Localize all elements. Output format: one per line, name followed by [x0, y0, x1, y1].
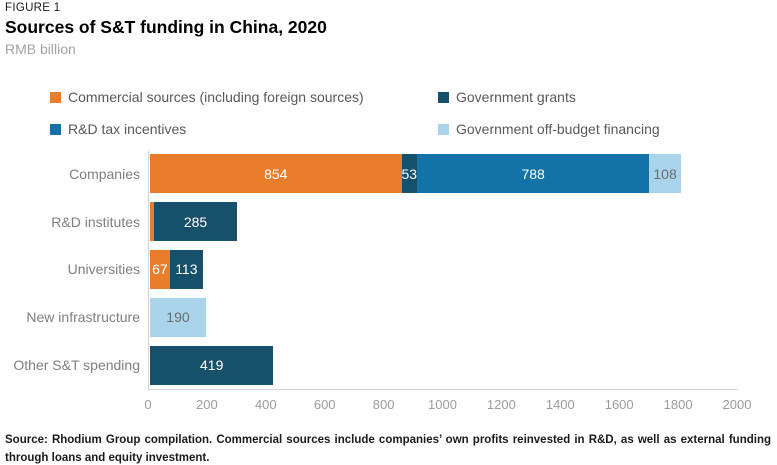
x-tick-label: 1200: [486, 397, 516, 412]
legend-item: Government off-budget financing: [438, 120, 660, 138]
x-tick-label: 1000: [428, 397, 457, 412]
chart-row: Companies 854 53 788 108: [0, 150, 739, 198]
legend-item-label: Commercial sources (including foreign so…: [68, 89, 364, 105]
x-tick-label: 2000: [722, 397, 752, 412]
bar-segment: 108: [649, 154, 681, 194]
chart-header: FIGURE 1 Sources of S&T funding in China…: [5, 2, 327, 57]
category-label: R&D institutes: [51, 213, 140, 230]
bar-segment: 788: [417, 154, 650, 194]
plot-area: [148, 150, 738, 390]
bar-track: 285: [150, 202, 739, 242]
legend-swatch-icon: [50, 91, 61, 103]
legend-item-label: Government grants: [456, 89, 576, 105]
bar-segment: 53: [401, 154, 418, 194]
legend-item: Commercial sources (including foreign so…: [50, 88, 438, 106]
x-tick-label: 400: [254, 397, 277, 412]
x-axis: 0 200 400 600 800 1000 1200 1400 1600 1800 2000: [144, 397, 751, 413]
bar-rows: Companies 854 53 788 108 R&D institutes 285 Uni…: [0, 150, 739, 389]
bar-track: 419: [150, 345, 739, 385]
legend-item-label: R&D tax incentives: [68, 121, 187, 137]
legend-swatch-icon: [438, 91, 449, 103]
bar-segment: 854: [150, 154, 402, 194]
bar-track: 67 113: [150, 249, 739, 289]
x-tick-label: 1400: [545, 397, 575, 412]
x-tick-label: 0: [144, 397, 152, 412]
chart-row: Other S&T spending 419: [0, 341, 739, 389]
x-tick-label: 600: [313, 397, 336, 412]
bar-segment: 113: [169, 249, 203, 289]
category-label: New infrastructure: [26, 309, 140, 326]
bar-segment: 67: [150, 249, 170, 289]
bar-track: 854 53 788 108: [150, 154, 739, 194]
legend-item: R&D tax incentives: [50, 120, 438, 138]
legend-item-label: Government off-budget financing: [456, 121, 660, 137]
legend-swatch-icon: [50, 123, 61, 135]
x-tick-label: 800: [372, 397, 395, 412]
legend: Commercial sources (including foreign so…: [50, 88, 660, 138]
chart-row: R&D institutes 285: [0, 198, 739, 246]
chart-title: Sources of S&T funding in China, 2020: [5, 17, 327, 37]
category-label: Other S&T spending: [13, 357, 140, 374]
chart-row: Universities 67 113: [0, 246, 739, 294]
bar-segment: [150, 202, 154, 242]
chart-row: New infrastructure 190: [0, 293, 739, 341]
x-tick-label: 1800: [663, 397, 693, 412]
bar-segment: 419: [150, 345, 274, 385]
category-label: Companies: [69, 165, 140, 182]
legend-item: Government grants: [438, 88, 660, 106]
unit-label: RMB billion: [5, 41, 76, 57]
bar-segment: 190: [150, 297, 206, 337]
x-tick-label: 200: [196, 397, 218, 412]
x-tick-label: 1600: [604, 397, 634, 412]
category-label: Universities: [67, 261, 140, 278]
chart-area: Companies 854 53 788 108 R&D institutes 285 Uni…: [0, 150, 751, 412]
source-note: Source: Rhodium Group compilation. Comme…: [5, 434, 771, 465]
bar-track: 190: [150, 297, 739, 337]
bar-segment: 285: [153, 202, 238, 242]
legend-swatch-icon: [438, 123, 449, 135]
figure-label: FIGURE 1: [5, 2, 61, 14]
